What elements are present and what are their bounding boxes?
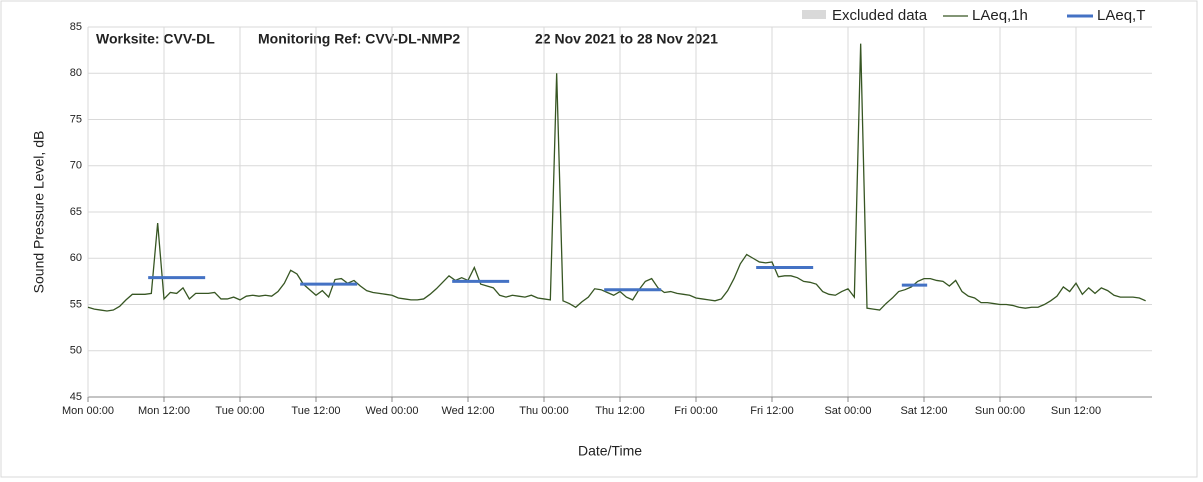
x-tick-label: Wed 00:00	[365, 405, 418, 417]
x-tick-label: Sat 12:00	[900, 405, 947, 417]
x-tick-label: Thu 12:00	[595, 405, 645, 417]
title-worksite: Worksite: CVV-DL	[96, 31, 215, 47]
y-tick-label: 60	[70, 252, 82, 264]
x-tick-label: Mon 00:00	[62, 405, 114, 417]
x-tick-label: Fri 00:00	[674, 405, 717, 417]
y-tick-label: 80	[70, 67, 82, 79]
x-tick-label: Tue 12:00	[291, 405, 340, 417]
y-tick-label: 70	[70, 160, 82, 172]
x-tick-label: Wed 12:00	[441, 405, 494, 417]
y-tick-label: 85	[70, 21, 82, 33]
y-tick-label: 50	[70, 345, 82, 357]
x-tick-label: Sun 00:00	[975, 405, 1025, 417]
x-tick-label: Sun 12:00	[1051, 405, 1101, 417]
x-tick-label: Fri 12:00	[750, 405, 793, 417]
legend-swatch	[802, 10, 826, 19]
x-axis-label: Date/Time	[578, 443, 642, 459]
y-axis-label: Sound Pressure Level, dB	[31, 131, 47, 294]
x-tick-label: Mon 12:00	[138, 405, 190, 417]
title-dates: 22 Nov 2021 to 28 Nov 2021	[535, 31, 718, 47]
y-tick-label: 55	[70, 298, 82, 310]
y-tick-label: 45	[70, 391, 82, 403]
title-ref: Monitoring Ref: CVV-DL-NMP2	[258, 31, 460, 47]
x-tick-label: Sat 00:00	[824, 405, 871, 417]
legend-label: LAeq,1h	[972, 7, 1028, 24]
y-tick-label: 75	[70, 113, 82, 125]
legend-label: Excluded data	[832, 7, 928, 24]
x-tick-label: Tue 00:00	[215, 405, 264, 417]
y-tick-label: 65	[70, 206, 82, 218]
legend-label: LAeq,T	[1097, 7, 1145, 24]
line-series	[87, 43, 1146, 312]
x-tick-label: Thu 00:00	[519, 405, 569, 417]
